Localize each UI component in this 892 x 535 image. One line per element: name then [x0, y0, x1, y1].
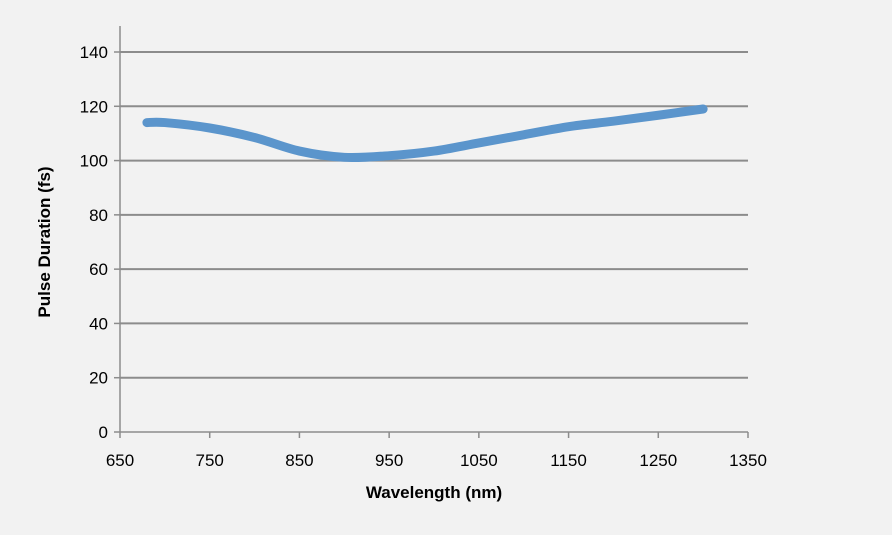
- y-tick-label: 80: [89, 206, 108, 225]
- x-tick-label: 750: [196, 451, 224, 470]
- y-tick-label: 0: [99, 423, 108, 442]
- x-tick-label: 1150: [550, 451, 587, 470]
- y-tick-label: 140: [80, 43, 108, 62]
- x-tick-label: 650: [106, 451, 134, 470]
- x-tick-label: 850: [285, 451, 313, 470]
- y-tick-label: 60: [89, 260, 108, 279]
- x-tick-label: 1050: [460, 451, 498, 470]
- y-tick-labels: 0 20 40 60 80 100 120 140: [80, 43, 108, 442]
- y-tick-label: 120: [80, 97, 108, 116]
- x-tick-label: 1350: [729, 451, 767, 470]
- x-tick-labels: 650 750 850 950 1050 1150 1250 1350: [106, 451, 767, 470]
- x-axis-label: Wavelength (nm): [366, 483, 502, 502]
- y-tick-label: 40: [89, 314, 108, 333]
- y-axis-label: Pulse Duration (fs): [35, 166, 54, 317]
- gridlines: [120, 51, 748, 379]
- x-tick-label: 1250: [639, 451, 677, 470]
- series-line: [142, 104, 708, 163]
- axes: [114, 26, 749, 438]
- x-tick-label: 950: [375, 451, 403, 470]
- y-tick-label: 20: [89, 369, 108, 388]
- y-tick-label: 100: [80, 152, 108, 171]
